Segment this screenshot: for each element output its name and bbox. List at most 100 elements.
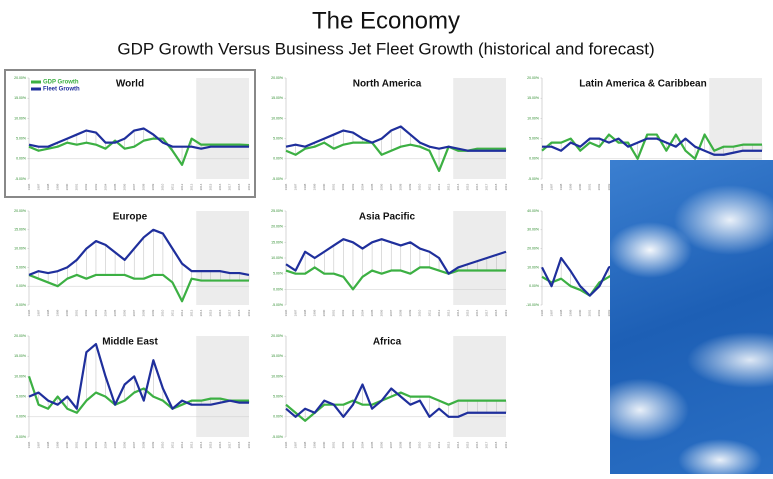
x-tick-label: 2014 <box>199 441 203 448</box>
x-tick-label: 2004 <box>360 309 364 316</box>
x-tick-label: 2014 <box>199 309 203 316</box>
x-tick-label: 2004 <box>103 309 107 316</box>
x-tick-label: 2001 <box>588 183 592 190</box>
x-tick-label: 1996 <box>27 309 31 316</box>
series-line <box>541 133 762 160</box>
x-tick-label: 2002 <box>341 309 345 316</box>
x-tick-label: 2000 <box>65 441 69 448</box>
x-tick-label: 2000 <box>65 183 69 190</box>
slide-title: The Economy <box>312 7 460 34</box>
x-tick-label: 2006 <box>122 183 126 190</box>
x-tick-label: 2005 <box>113 309 117 316</box>
y-tick-label: 5.00% <box>16 265 26 269</box>
y-tick-label: -5.00% <box>272 435 283 439</box>
series-line <box>285 383 506 418</box>
panel: -5.00% 0.00% 5.00% 10.00% 15.00% 20.00% 1996 19… <box>14 334 251 448</box>
y-tick-label: 5.00% <box>273 137 283 141</box>
x-tick-label: 1996 <box>284 309 288 316</box>
x-tick-label: 2017 <box>228 183 232 190</box>
x-tick-label: 2013 <box>189 441 193 448</box>
x-tick-label: 2015 <box>466 309 470 316</box>
x-tick-label: 2015 <box>209 309 213 316</box>
x-tick-label: 2016 <box>475 441 479 448</box>
y-tick-label: 20.00% <box>14 334 26 338</box>
y-tick-label: 10.00% <box>14 247 26 251</box>
x-tick-label: 2018 <box>494 309 498 316</box>
panel-title: Middle East <box>102 337 158 348</box>
x-tick-label: 2010 <box>418 309 422 316</box>
y-tick-label: 0.00% <box>273 157 283 161</box>
x-tick-label: 2001 <box>75 309 79 316</box>
panel: -5.00% 0.00% 5.00% 10.00% 15.00% 20.00% 1996 19… <box>14 209 251 316</box>
x-tick-label: 2013 <box>446 441 450 448</box>
x-tick-label: 2008 <box>142 441 146 448</box>
x-tick-label: 2010 <box>418 183 422 190</box>
x-tick-label: 2006 <box>379 183 383 190</box>
x-tick-label: 2005 <box>113 441 117 448</box>
x-tick-label: 1998 <box>46 309 50 316</box>
x-tick-label: 2013 <box>189 183 193 190</box>
x-tick-label: 2012 <box>180 441 184 448</box>
x-tick-label: 2003 <box>351 441 355 448</box>
x-tick-label: 2001 <box>75 441 79 448</box>
series-line <box>285 266 506 291</box>
x-tick-label: 2016 <box>475 183 479 190</box>
x-tick-label: 1999 <box>312 309 316 316</box>
x-tick-label: 1999 <box>55 309 59 316</box>
panel: -5.00% 0.00% 5.00% 10.00% 15.00% 20.00% 25.00%… <box>271 209 508 316</box>
x-tick-label: 1998 <box>303 309 307 316</box>
y-tick-label: -5.00% <box>272 177 283 181</box>
x-tick-label: 2001 <box>588 309 592 316</box>
y-tick-label: -10.00% <box>526 303 539 307</box>
x-tick-label: 2013 <box>446 309 450 316</box>
x-tick-label: 2003 <box>351 309 355 316</box>
x-tick-label: 2005 <box>113 183 117 190</box>
x-tick-label: 2004 <box>360 441 364 448</box>
legend-label: Fleet Growth <box>43 87 80 93</box>
y-tick-label: 5.00% <box>16 137 26 141</box>
x-tick-label: 2001 <box>332 183 336 190</box>
series-line <box>542 137 762 156</box>
x-tick-label: 2000 <box>578 183 582 190</box>
x-tick-label: 1998 <box>303 441 307 448</box>
x-tick-label: 1997 <box>36 309 40 316</box>
x-tick-label: 2016 <box>218 441 222 448</box>
y-tick-label: 30.00% <box>527 228 539 232</box>
x-tick-label: 2000 <box>65 309 69 316</box>
x-tick-label: 1998 <box>303 183 307 190</box>
panel-title: Africa <box>373 337 402 348</box>
x-tick-label: 2017 <box>485 309 489 316</box>
x-tick-label: 2006 <box>379 441 383 448</box>
x-tick-label: 2006 <box>122 309 126 316</box>
x-tick-label: 2002 <box>84 441 88 448</box>
x-tick-label: 1997 <box>549 309 553 316</box>
y-tick-label: 20.00% <box>527 76 539 80</box>
x-tick-label: 2001 <box>75 183 79 190</box>
x-tick-label: 2018 <box>237 441 241 448</box>
y-tick-label: 10.00% <box>14 116 26 120</box>
x-tick-label: 2012 <box>437 309 441 316</box>
x-tick-label: 2018 <box>237 309 241 316</box>
x-tick-label: 2009 <box>151 441 155 448</box>
x-tick-label: 2015 <box>209 183 213 190</box>
x-tick-label: 2014 <box>456 441 460 448</box>
x-tick-label: 2008 <box>399 441 403 448</box>
x-tick-label: 2000 <box>578 309 582 316</box>
panel-title: Asia Pacific <box>359 212 416 223</box>
x-tick-label: 2010 <box>161 441 165 448</box>
x-tick-label: 1998 <box>559 183 563 190</box>
x-tick-label: 2007 <box>132 309 136 316</box>
y-tick-label: -5.00% <box>272 303 283 307</box>
x-tick-label: 2013 <box>446 183 450 190</box>
x-tick-label: 1999 <box>55 441 59 448</box>
x-tick-label: 2009 <box>151 183 155 190</box>
y-tick-label: 5.00% <box>16 395 26 399</box>
y-tick-label: 10.00% <box>271 116 283 120</box>
x-tick-label: 1996 <box>284 441 288 448</box>
x-tick-label: 2018 <box>237 183 241 190</box>
x-tick-label: 2011 <box>170 183 174 190</box>
series-line <box>28 342 249 410</box>
x-tick-label: 2015 <box>466 441 470 448</box>
x-tick-label: 1996 <box>540 183 544 190</box>
x-tick-label: 2003 <box>94 309 98 316</box>
